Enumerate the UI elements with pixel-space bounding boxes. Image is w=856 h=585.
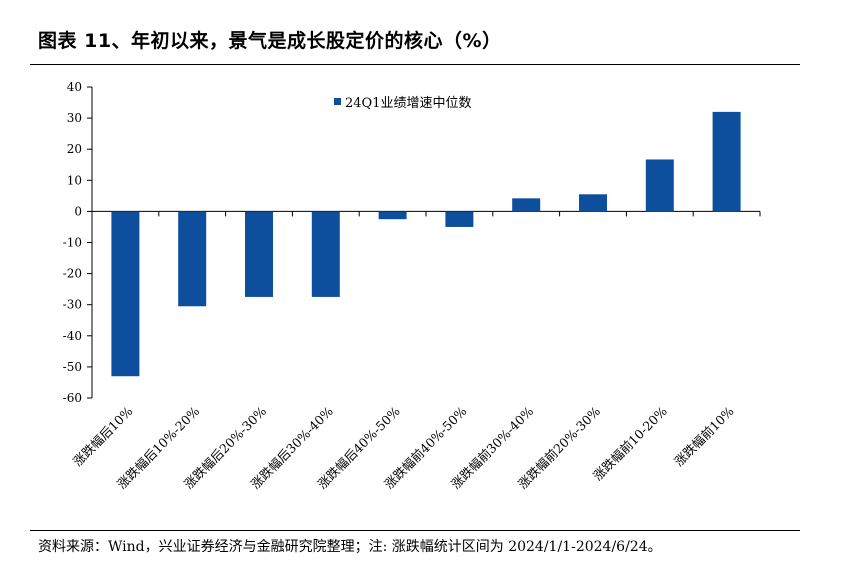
chart-legend: 24Q1业绩增速中位数 bbox=[334, 96, 471, 111]
x-tick-label: 涨跌幅前10% bbox=[671, 403, 737, 469]
y-tick-label: -30 bbox=[63, 298, 82, 312]
y-tick-label: -20 bbox=[63, 267, 82, 281]
x-tick-label: 涨跌幅后10% bbox=[70, 403, 136, 469]
chart-bars bbox=[111, 111, 741, 377]
y-tick-label: -60 bbox=[63, 391, 82, 405]
title-divider bbox=[30, 64, 800, 65]
y-tick-label: -40 bbox=[63, 329, 82, 343]
y-tick-label: 40 bbox=[67, 80, 82, 94]
legend-swatch bbox=[334, 98, 341, 105]
chart-title: 图表 11、年初以来，景气是成长股定价的核心（%） bbox=[38, 30, 502, 52]
bar bbox=[245, 211, 273, 297]
chart-axes: 40 30 20 10 0 -10 -20 -30 -40 -50 -60 bbox=[63, 80, 761, 405]
bar bbox=[512, 198, 541, 212]
legend-label: 24Q1业绩增速中位数 bbox=[345, 96, 471, 111]
x-axis-labels: 涨跌幅后10%涨跌幅后10%-20%涨跌幅后20%-30%涨跌幅后30%-40%… bbox=[70, 403, 737, 491]
bar bbox=[645, 159, 674, 212]
bar bbox=[111, 211, 140, 377]
bar bbox=[311, 211, 340, 297]
y-tick-label: -50 bbox=[63, 360, 82, 374]
source-note: 资料来源：Wind，兴业证券经济与金融研究院整理；注: 涨跌幅统计区间为 202… bbox=[38, 539, 662, 555]
bar bbox=[445, 211, 474, 227]
y-tick-label: 10 bbox=[67, 173, 82, 187]
bar bbox=[378, 211, 407, 220]
y-tick-label: 20 bbox=[67, 142, 82, 156]
bar-chart: 40 30 20 10 0 -10 -20 -30 -40 -50 -60 涨跌幅后10%涨跌幅后1… bbox=[63, 80, 761, 492]
y-tick-label: -10 bbox=[63, 236, 82, 250]
bar bbox=[712, 111, 741, 212]
y-tick-label: 30 bbox=[67, 111, 82, 125]
source-divider bbox=[30, 530, 800, 531]
x-tick-label: 涨跌幅前10-20% bbox=[590, 403, 670, 483]
bar bbox=[178, 211, 207, 307]
bar bbox=[579, 194, 607, 212]
y-tick-label: 0 bbox=[74, 204, 82, 218]
